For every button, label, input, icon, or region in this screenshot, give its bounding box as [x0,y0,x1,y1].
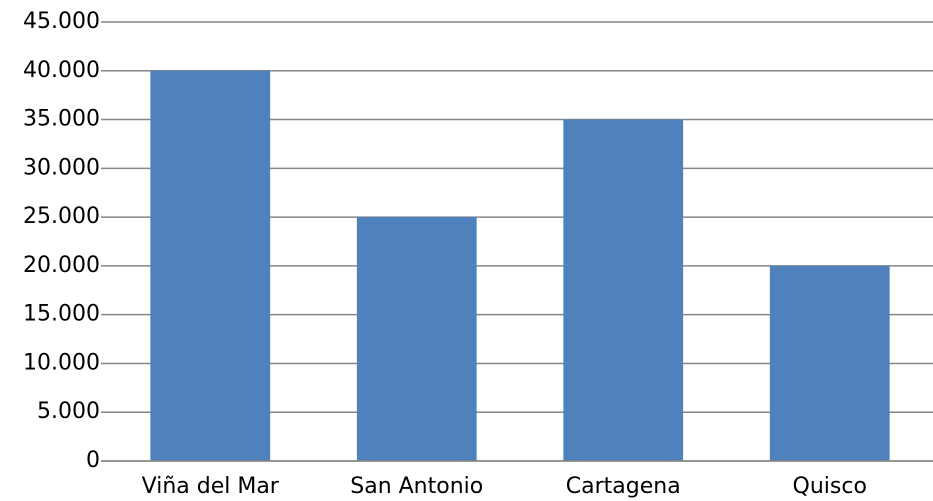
y-tick-label: 10.000 [23,350,100,375]
y-tick-label: 35.000 [23,107,100,132]
y-tick-label: 40.000 [23,58,100,83]
y-tick-label: 5.000 [37,399,100,424]
x-tick-label: Viña del Mar [142,474,280,499]
y-tick-label: 25.000 [23,204,100,229]
x-tick-label: Quisco [793,474,867,499]
x-tick-label: Cartagena [566,474,681,499]
x-tick-label: San Antonio [350,474,483,499]
y-tick-label: 0 [86,448,100,473]
y-tick-label: 45.000 [23,9,100,34]
y-tick-label: 30.000 [23,155,100,180]
y-tick-label: 15.000 [23,302,100,327]
bar [563,119,684,462]
bar [150,70,271,462]
bar [769,265,890,461]
y-tick-label: 20.000 [23,253,100,278]
bar [356,217,477,461]
